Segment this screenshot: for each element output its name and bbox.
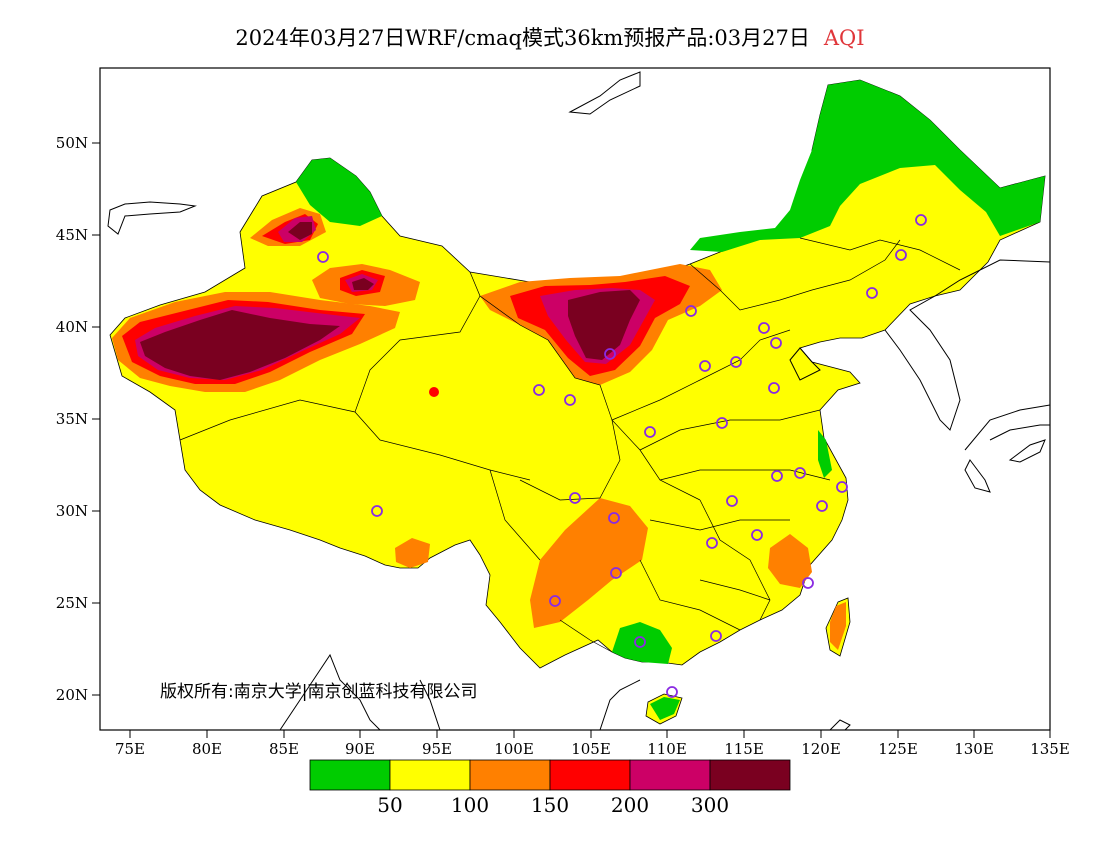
station-marker xyxy=(317,251,329,263)
plot-frame xyxy=(99,67,1051,731)
lon-tick-label: 85E xyxy=(269,740,299,758)
legend-swatch-very-unhealthy xyxy=(629,759,711,791)
lon-tick-label: 80E xyxy=(192,740,222,758)
station-marker xyxy=(768,382,780,394)
legend-label: 150 xyxy=(531,793,569,817)
station-marker xyxy=(685,305,697,317)
lon-tick-label: 125E xyxy=(878,740,918,758)
good-northeast xyxy=(690,80,1045,252)
legend-label: 200 xyxy=(611,793,649,817)
title-main: 2024年03月27日WRF/cmaq模式36km预报产品:03月27日 xyxy=(235,26,810,50)
lat-tick-label: 30N xyxy=(56,502,88,520)
station-marker xyxy=(710,630,722,642)
station-marker xyxy=(569,492,581,504)
station-marker xyxy=(716,417,728,429)
lon-tick-label: 90E xyxy=(345,740,375,758)
station-marker xyxy=(802,577,814,589)
lon-tick-label: 95E xyxy=(422,740,452,758)
station-marker xyxy=(644,426,656,438)
lat-tick-label: 20N xyxy=(56,686,88,704)
coastlines xyxy=(107,71,1050,730)
station-marker xyxy=(549,595,561,607)
station-marker xyxy=(699,360,711,372)
good-fujian-coast xyxy=(818,430,832,478)
sensitive-jiangxi xyxy=(768,534,812,588)
hazardous-junggar xyxy=(352,278,374,290)
station-marker xyxy=(634,636,646,648)
station-marker xyxy=(836,481,848,493)
lon-tick-label: 75E xyxy=(115,740,145,758)
legend-swatch-good xyxy=(309,759,391,791)
copyright-text: 版权所有:南京大学|南京创蓝科技有限公司 xyxy=(160,682,477,702)
station-marker xyxy=(770,337,782,349)
lat-tick-label: 40N xyxy=(56,318,88,336)
lon-tick-label: 135E xyxy=(1030,740,1070,758)
legend-label: 50 xyxy=(377,793,402,817)
station-marker xyxy=(666,686,678,698)
sensitive-taiwan xyxy=(830,602,846,650)
station-marker xyxy=(610,567,622,579)
legend-swatch-unhealthy xyxy=(549,759,631,791)
station-marker xyxy=(866,287,878,299)
lon-tick-label: 110E xyxy=(647,740,687,758)
station-marker xyxy=(758,322,770,334)
lat-axis: 50N 45N 40N 35N 30N 25N 20N xyxy=(56,134,100,704)
lon-tick-label: 100E xyxy=(494,740,534,758)
legend-swatch-moderate xyxy=(389,759,471,791)
station-marker xyxy=(816,500,828,512)
station-marker xyxy=(794,467,806,479)
station-marker xyxy=(608,512,620,524)
hazardous-tarim xyxy=(140,310,340,380)
lon-tick-label: 120E xyxy=(801,740,841,758)
legend-swatch-sensitive xyxy=(469,759,551,791)
lat-tick-label: 25N xyxy=(56,594,88,612)
map-title: 2024年03月27日WRF/cmaq模式36km预报产品:03月27日 AQI xyxy=(0,22,1100,52)
province-borders xyxy=(179,237,961,653)
station-marker xyxy=(706,537,718,549)
lat-tick-label: 50N xyxy=(56,134,88,152)
station-marker xyxy=(730,356,742,368)
station-marker xyxy=(371,505,383,517)
station-marker xyxy=(771,470,783,482)
station-marker xyxy=(726,495,738,507)
title-variable: AQI xyxy=(823,26,865,50)
lat-tick-label: 35N xyxy=(56,410,88,428)
sensitive-tibet-south xyxy=(395,538,430,568)
hotspot-qinghai xyxy=(429,387,439,397)
hazardous-north-xinjiang xyxy=(288,222,312,240)
good-hainan xyxy=(650,697,680,720)
lon-tick-label: 105E xyxy=(571,740,611,758)
lat-tick-label: 45N xyxy=(56,226,88,244)
lon-axis: 75E 80E 85E 90E 95E 100E 105E 110E 115E … xyxy=(115,730,1070,758)
legend-label: 100 xyxy=(451,793,489,817)
good-south-guangxi xyxy=(612,622,672,664)
station-marker xyxy=(915,214,927,226)
good-north-xinjiang xyxy=(296,158,382,226)
lon-tick-label: 115E xyxy=(724,740,764,758)
hazardous-inner-mongolia xyxy=(568,290,640,360)
station-marker xyxy=(533,384,545,396)
legend-label: 300 xyxy=(691,793,729,817)
map-plot: 版权所有:南京大学|南京创蓝科技有限公司 xyxy=(107,71,1050,730)
legend-swatch-hazardous xyxy=(709,759,791,791)
station-marker xyxy=(751,529,763,541)
station-markers xyxy=(317,214,927,698)
station-marker xyxy=(895,249,907,261)
lon-tick-label: 130E xyxy=(954,740,994,758)
station-marker xyxy=(604,348,616,360)
aqi-legend: 50 100 150 200 300 xyxy=(309,759,791,817)
sensitive-sichuan xyxy=(530,498,648,628)
station-marker xyxy=(564,394,576,406)
